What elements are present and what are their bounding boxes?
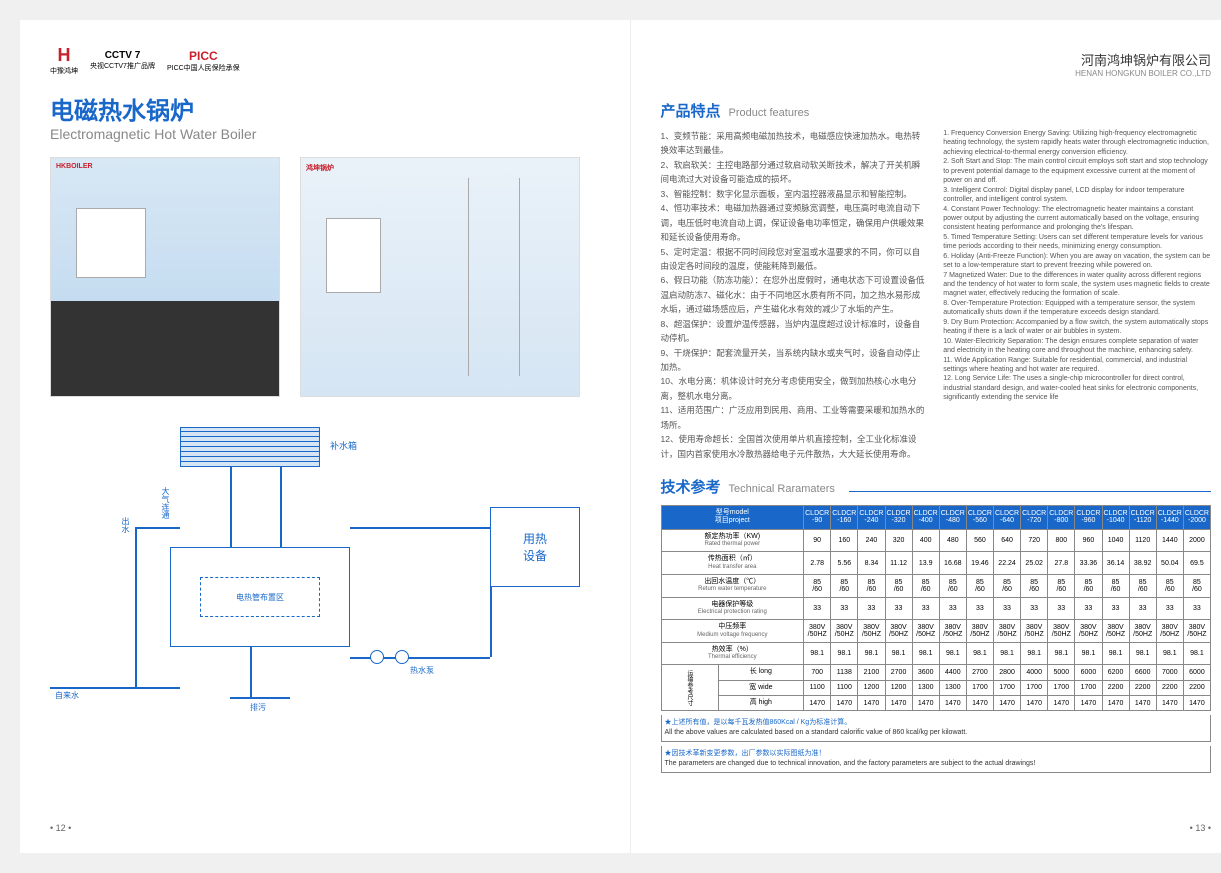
feature-item-en: 8. Over-Temperature Protection: Equipped… bbox=[943, 299, 1211, 318]
cctv-sub: 央视CCTV7推广品牌 bbox=[90, 61, 155, 71]
product-image-1: HKBOILER bbox=[50, 157, 280, 397]
feature-item-en: 10. Water-Electricity Separation: The de… bbox=[943, 337, 1211, 356]
product-image-2: 鸿坤锅炉 bbox=[300, 157, 580, 397]
tech-title-cn: 技术参考 bbox=[661, 476, 721, 497]
feature-item-cn: 9、干烧保护：配套流量开关，当系统内缺水或夹气时，设备自动停止加热。 bbox=[661, 346, 929, 375]
feature-item-cn: 5、定时定温：根据不同时间段您对室温或水温要求的不同，你可以自由设定各时间段的温… bbox=[661, 245, 929, 274]
feature-item-en: 11. Wide Application Range: Suitable for… bbox=[943, 356, 1211, 375]
logo-row: H 中豫鸿坤 CCTV 7 央视CCTV7推广品牌 PICC PICC中国人民保… bbox=[50, 45, 600, 76]
feature-item-en: 4. Constant Power Technology: The electr… bbox=[943, 205, 1211, 233]
picc-sub: PICC中国人民保险承保 bbox=[167, 63, 240, 73]
table-notes: ★上述所有值，是以每千瓦发热值860Kcal / Kg为标准计算。 All th… bbox=[661, 715, 1212, 742]
features-title-cn: 产品特点 bbox=[661, 100, 721, 121]
pump-icon bbox=[395, 650, 409, 664]
features-columns: 1、变频节能：采用高频电磁加热技术，电磁感应快速加热水。电热转换效率达到最佳。2… bbox=[661, 129, 1212, 461]
company-en: HENAN HONGKUN BOILER CO.,LTD bbox=[1075, 69, 1211, 78]
feature-item-cn: 4、恒功率技术：电磁加热器通过变频脉宽调整，电压高时电流自动下调，电压低时电流自… bbox=[661, 201, 929, 244]
schematic-tank bbox=[180, 427, 320, 467]
schematic-diagram: 补水箱 电热管布置区 用热 设备 出水 大气连通 热水泵 自来水 排污 bbox=[50, 427, 590, 707]
logo-brand-cn: 中豫鸿坤 bbox=[50, 66, 78, 76]
note1-en: All the above values are calculated base… bbox=[665, 728, 1208, 738]
schematic-heat-device: 用热 设备 bbox=[490, 507, 580, 587]
cctv-text: CCTV 7 bbox=[105, 50, 141, 61]
feature-item-cn: 12、使用寿命超长：全国首次使用单片机直接控制，全工业化标准设计，国内首家使用水… bbox=[661, 432, 929, 461]
company-cn: 河南鸿坤锅炉有限公司 bbox=[1075, 50, 1211, 69]
label-outlet: 出水 bbox=[120, 517, 131, 533]
feature-item-cn: 10、水电分离：机体设计时充分考虑使用安全，做到加热核心水电分离，整机水电分离。 bbox=[661, 374, 929, 403]
page-number-left: • 12 • bbox=[50, 823, 71, 833]
label-inlet: 自来水 bbox=[55, 690, 79, 701]
note1-cn: ★上述所有值，是以每千瓦发热值860Kcal / Kg为标准计算。 bbox=[665, 719, 852, 726]
picc-text: PICC bbox=[189, 49, 218, 63]
prod2-panel bbox=[326, 218, 381, 293]
line bbox=[350, 527, 490, 529]
table-notes-2: ★因技术革新变更参数，出厂参数以实际图纸为准！ The parameters a… bbox=[661, 746, 1212, 773]
features-cn: 1、变频节能：采用高频电磁加热技术，电磁感应快速加热水。电热转换效率达到最佳。2… bbox=[661, 129, 929, 461]
label-atm: 大气连通 bbox=[160, 487, 171, 519]
boiler-inner-label: 电热管布置区 bbox=[200, 577, 320, 617]
prod1-label: HKBOILER bbox=[56, 163, 93, 170]
line bbox=[50, 687, 180, 689]
catalog-spread: H 中豫鸿坤 CCTV 7 央视CCTV7推广品牌 PICC PICC中国人民保… bbox=[20, 20, 1221, 853]
feature-item-cn: 3、智能控制：数字化显示面板，室内温控器液晶显示和智能控制。 bbox=[661, 187, 929, 201]
note2-en: The parameters are changed due to techni… bbox=[665, 759, 1208, 769]
feature-item-en: 3. Intelligent Control: Digital display … bbox=[943, 186, 1211, 205]
logo-picc: PICC PICC中国人民保险承保 bbox=[167, 49, 240, 73]
label-pump: 热水泵 bbox=[410, 665, 434, 676]
feature-item-cn: 6、假日功能（防冻功能）：在您外出度假时，通电状态下可设置设备低温启动防冻7、磁… bbox=[661, 273, 929, 316]
tech-title: 技术参考 Technical Raramaters bbox=[661, 476, 1212, 497]
line bbox=[230, 467, 232, 547]
company-header: 河南鸿坤锅炉有限公司 HENAN HONGKUN BOILER CO.,LTD bbox=[1075, 50, 1211, 78]
logo-brand: H 中豫鸿坤 bbox=[50, 45, 78, 76]
feature-item-en: 9. Dry Burn Protection: Accompanied by a… bbox=[943, 318, 1211, 337]
parameter-table: 型号model项目projectCLDCR-90CLDCR-160CLDCR-2… bbox=[661, 505, 1212, 711]
product-title-en: Electromagnetic Hot Water Boiler bbox=[50, 126, 600, 142]
line bbox=[135, 527, 137, 687]
line bbox=[135, 527, 180, 529]
pump-icon bbox=[370, 650, 384, 664]
features-title: 产品特点 Product features bbox=[661, 100, 1212, 121]
line bbox=[280, 467, 282, 547]
prod2-label: 鸿坤锅炉 bbox=[306, 163, 334, 173]
line bbox=[250, 647, 252, 697]
page-right: 河南鸿坤锅炉有限公司 HENAN HONGKUN BOILER CO.,LTD … bbox=[631, 20, 1221, 853]
product-images: HKBOILER 鸿坤锅炉 bbox=[50, 157, 600, 397]
feature-item-cn: 8、超温保护：设置炉温传感器，当炉内温度超过设计标准时，设备自动停机。 bbox=[661, 317, 929, 346]
logo-cctv: CCTV 7 央视CCTV7推广品牌 bbox=[90, 50, 155, 71]
prod2-lines bbox=[401, 178, 569, 376]
schematic-boiler: 电热管布置区 bbox=[170, 547, 350, 647]
page-left: H 中豫鸿坤 CCTV 7 央视CCTV7推广品牌 PICC PICC中国人民保… bbox=[20, 20, 631, 853]
feature-item-en: 2. Soft Start and Stop: The main control… bbox=[943, 157, 1211, 185]
feature-item-cn: 2、软启软关：主控电路部分通过软启动软关断技术，解决了开关机瞬间电流过大对设备可… bbox=[661, 158, 929, 187]
feature-item-en: 6. Holiday (Anti-Freeze Function): When … bbox=[943, 252, 1211, 271]
feature-item-cn: 1、变频节能：采用高频电磁加热技术，电磁感应快速加热水。电热转换效率达到最佳。 bbox=[661, 129, 929, 158]
feature-item-en: 12. Long Service Life: The uses a single… bbox=[943, 374, 1211, 402]
feature-item-en: 7 Magnetized Water: Due to the differenc… bbox=[943, 271, 1211, 299]
label-drain: 排污 bbox=[250, 702, 266, 713]
product-title-cn: 电磁热水锅炉 bbox=[50, 91, 600, 126]
features-title-en: Product features bbox=[729, 107, 810, 119]
feature-item-en: 1. Frequency Conversion Energy Saving: U… bbox=[943, 129, 1211, 157]
tank-label: 补水箱 bbox=[330, 439, 357, 452]
feature-item-cn: 11、适用范围广：广泛应用到民用、商用、工业等需要采暖和加热水的场所。 bbox=[661, 403, 929, 432]
note2-cn: ★因技术革新变更参数，出厂参数以实际图纸为准！ bbox=[665, 750, 826, 757]
features-en: 1. Frequency Conversion Energy Saving: U… bbox=[943, 129, 1211, 461]
line bbox=[230, 697, 290, 699]
feature-item-en: 5. Timed Temperature Setting: Users can … bbox=[943, 233, 1211, 252]
page-number-right: • 13 • bbox=[1190, 823, 1211, 833]
prod1-panel bbox=[76, 208, 146, 278]
tech-title-en: Technical Raramaters bbox=[729, 483, 835, 495]
logo-h-icon: H bbox=[58, 45, 71, 66]
line bbox=[490, 587, 492, 657]
